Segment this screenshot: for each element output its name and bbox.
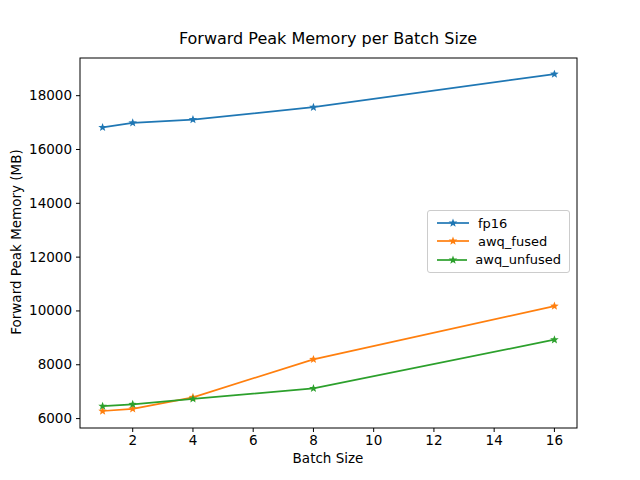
legend: fp16 awq_fused awq_unfused bbox=[427, 210, 570, 273]
y-tick-label: 8000 bbox=[38, 356, 72, 372]
chart-title: Forward Peak Memory per Batch Size bbox=[179, 29, 477, 48]
y-tick-label: 12000 bbox=[29, 249, 72, 265]
series-line-fp16 bbox=[103, 74, 555, 127]
series-line-awq_unfused bbox=[103, 340, 555, 407]
marker-awq_unfused bbox=[309, 384, 318, 392]
legend-line-sample-icon bbox=[436, 234, 470, 248]
x-tick-label: 4 bbox=[189, 432, 198, 448]
y-tick-label: 6000 bbox=[38, 410, 72, 426]
x-tick-label: 14 bbox=[486, 432, 503, 448]
x-tick-label: 8 bbox=[309, 432, 318, 448]
x-tick-label: 16 bbox=[546, 432, 563, 448]
y-axis-label: Forward Peak Memory (MB) bbox=[8, 149, 24, 335]
marker-fp16 bbox=[189, 115, 198, 123]
legend-line-sample-icon bbox=[436, 216, 470, 230]
marker-fp16 bbox=[128, 118, 137, 126]
x-tick-label: 10 bbox=[365, 432, 382, 448]
legend-label: awq_unfused bbox=[475, 253, 561, 266]
y-tick-label: 14000 bbox=[29, 195, 72, 211]
legend-label: fp16 bbox=[478, 217, 507, 230]
x-tick-label: 2 bbox=[128, 432, 137, 448]
legend-item-fp16: fp16 bbox=[436, 216, 561, 230]
x-tick-label: 12 bbox=[425, 432, 442, 448]
marker-awq_fused bbox=[309, 355, 318, 363]
series-line-awq_fused bbox=[103, 306, 555, 411]
legend-line-sample-icon bbox=[436, 253, 467, 267]
figure: Forward Peak Memory per Batch Size Batch… bbox=[0, 0, 640, 480]
marker-awq_unfused bbox=[550, 335, 559, 343]
marker-fp16 bbox=[309, 103, 318, 111]
legend-item-awq-unfused: awq_unfused bbox=[436, 253, 561, 267]
x-axis-label: Batch Size bbox=[293, 450, 364, 466]
marker-fp16 bbox=[550, 70, 559, 78]
y-tick-label: 16000 bbox=[29, 141, 72, 157]
y-tick-label: 18000 bbox=[29, 87, 72, 103]
legend-item-awq-fused: awq_fused bbox=[436, 234, 561, 248]
y-tick-label: 10000 bbox=[29, 302, 72, 318]
marker-fp16 bbox=[98, 123, 107, 131]
x-tick-label: 6 bbox=[249, 432, 258, 448]
legend-label: awq_fused bbox=[478, 235, 547, 248]
marker-awq_fused bbox=[550, 302, 559, 310]
